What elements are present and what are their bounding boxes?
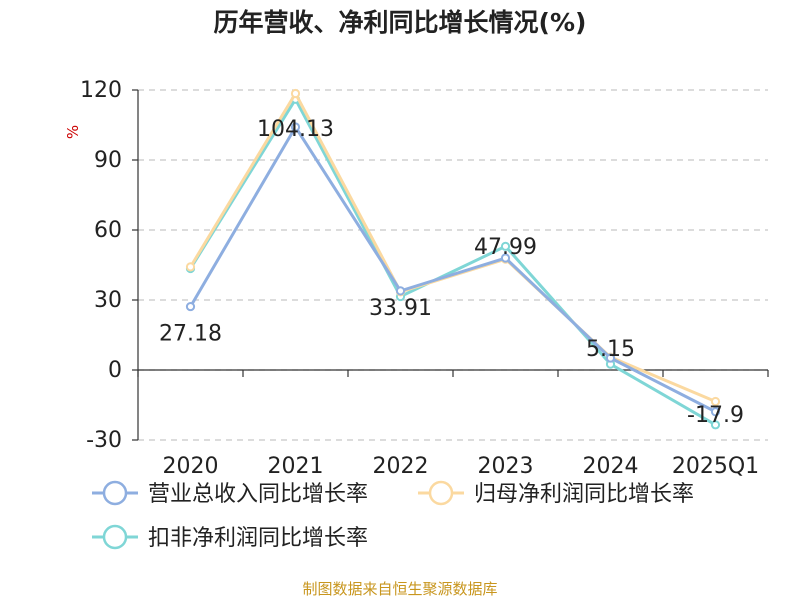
y-axis-unit: % (64, 125, 82, 139)
series-point (710, 420, 721, 430)
grid-lines (138, 89, 768, 441)
x-tick-label: 2021 (268, 454, 324, 479)
series-point (185, 262, 196, 272)
series-point (710, 407, 721, 417)
y-tick-label: 120 (80, 78, 122, 103)
series-line (189, 125, 717, 414)
series-layer (185, 88, 721, 430)
series-point (290, 122, 301, 132)
data-label: 5.15 (586, 337, 635, 362)
y-tick-label: 30 (94, 288, 122, 313)
legend-label: 扣非净利润同比增长率 (148, 526, 368, 551)
legend-marker (102, 524, 128, 550)
axes: -30 0 30 60 90 120 2020 2021 2022 2023 2024 2025Q1 (80, 78, 769, 479)
y-tick-label: 90 (94, 148, 122, 173)
source-note: 制图数据来自恒生聚源数据库 (302, 580, 497, 598)
y-tick-label: 60 (94, 218, 122, 243)
x-tick-label: 2024 (583, 454, 639, 479)
y-tick-label: -30 (86, 428, 122, 453)
series-point (395, 286, 406, 296)
data-label: 27.18 (159, 322, 222, 347)
series-point (500, 241, 511, 251)
legend-marker (428, 480, 454, 506)
data-label: 33.91 (369, 296, 432, 321)
legend-item-1: 营业总收入同比增长率 (92, 480, 368, 507)
legend-item-3: 扣非净利润同比增长率 (92, 524, 368, 551)
x-tick-label: 2022 (373, 454, 429, 479)
series-line (189, 97, 717, 427)
x-tick-label: 2023 (478, 454, 534, 479)
series-point (500, 253, 511, 263)
series-point (290, 88, 301, 99)
legend-label: 归母净利润同比增长率 (474, 482, 694, 507)
series-point (710, 396, 721, 407)
series-1 (185, 122, 721, 417)
series-point (185, 301, 196, 312)
data-label: 47.99 (474, 235, 537, 260)
y-tick-label: 0 (108, 358, 122, 383)
legend-label: 营业总收入同比增长率 (148, 482, 368, 507)
series-3 (185, 94, 721, 430)
data-label: 104.13 (257, 117, 334, 142)
chart-title: 历年营收、净利同比增长情况(%) (214, 8, 587, 37)
series-point (605, 353, 616, 363)
x-tick-label: 2020 (163, 454, 219, 479)
legend-marker (102, 480, 128, 506)
x-tick-label: 2025Q1 (672, 454, 759, 479)
legend-item-2: 归母净利润同比增长率 (418, 480, 694, 507)
data-labels: 27.18 104.13 33.91 47.99 5.15 -17.9 (159, 117, 744, 428)
data-label: -17.9 (687, 403, 744, 428)
